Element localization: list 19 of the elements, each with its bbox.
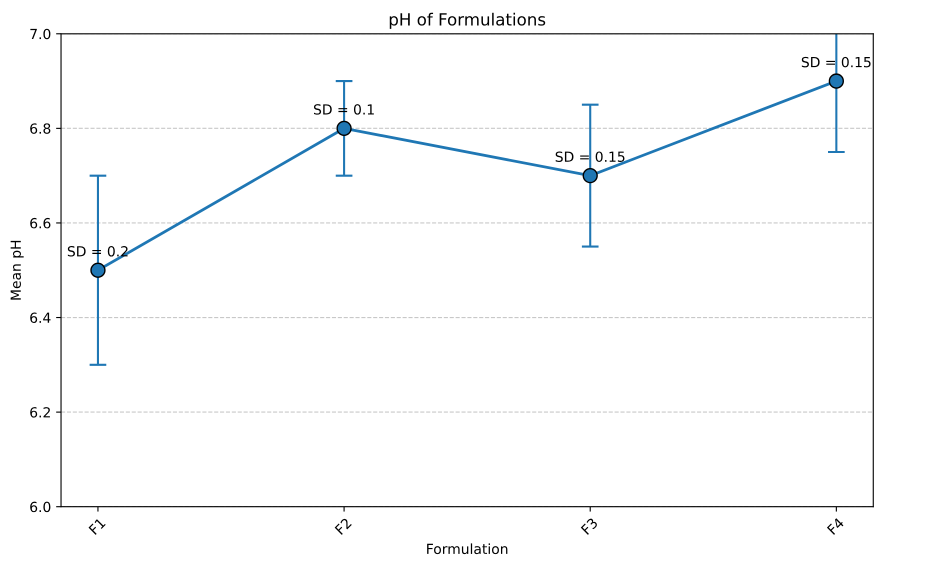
y-tick-label: 6.2	[30, 407, 50, 418]
point	[828, 73, 844, 89]
y-tick-label: 6.0	[30, 502, 50, 512]
annotation: SD = 0.15	[556, 151, 624, 162]
annotation: SD = 0.15	[802, 56, 871, 68]
y-tick-label: 6.4	[30, 312, 51, 324]
x-tick-label: F4	[826, 517, 844, 535]
x-tick-label: F3	[580, 517, 598, 535]
x-tick-label: F2	[334, 518, 352, 535]
point	[582, 168, 598, 184]
y-tick-label: 6.8	[30, 123, 50, 134]
x-axis-title: Formulation	[427, 543, 508, 554]
chart-title: pH of Formulations	[390, 12, 546, 29]
y-tick-label: 7.0	[30, 28, 50, 40]
point	[336, 120, 352, 136]
point	[90, 262, 106, 278]
y-axis-title: Mean pH	[10, 240, 24, 300]
x-tick-label: F1	[88, 518, 106, 535]
y-tick-label: 6.6	[30, 218, 50, 228]
